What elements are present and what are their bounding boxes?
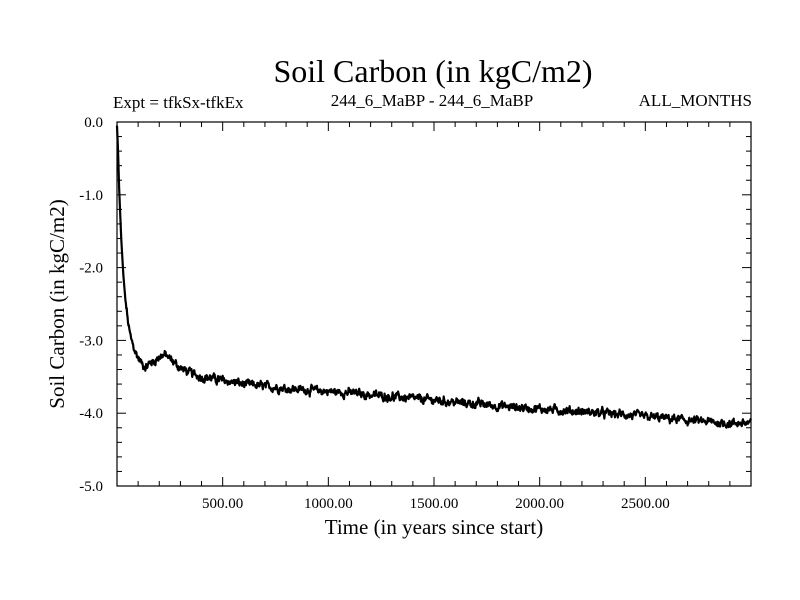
- experiment-label: Expt = tfkSx-tfkEx: [113, 93, 244, 112]
- y-tick-label: -3.0: [79, 333, 103, 349]
- y-tick-label: -4.0: [79, 406, 103, 422]
- x-tick-label: 1500.00: [410, 496, 459, 512]
- y-tick-label: -2.0: [79, 261, 103, 277]
- y-tick-label: 0.0: [84, 115, 103, 131]
- period-label: 244_6_MaBP - 244_6_MaBP: [331, 91, 533, 110]
- x-tick-label: 2500.00: [621, 496, 670, 512]
- x-axis-label: Time (in years since start): [325, 515, 544, 539]
- x-tick-label: 1000.00: [304, 496, 353, 512]
- soil-carbon-series-line: [115, 125, 752, 429]
- y-axis-label: Soil Carbon (in kgC/m2): [45, 199, 69, 408]
- y-tick-label: -1.0: [79, 188, 103, 204]
- x-axis: 500.00 1000.00 1500.00 2000.00 2500.00: [137, 122, 731, 512]
- x-tick-label: 500.00: [202, 496, 243, 512]
- chart-title: Soil Carbon (in kgC/m2): [273, 53, 592, 89]
- x-tick-label: 2000.00: [515, 496, 564, 512]
- y-axis: 0.0 -1.0 -2.0 -3.0 -4.0 -5.0: [79, 115, 751, 495]
- months-label: ALL_MONTHS: [639, 91, 752, 110]
- y-tick-label: -5.0: [79, 479, 103, 495]
- plot-frame: [116, 121, 752, 487]
